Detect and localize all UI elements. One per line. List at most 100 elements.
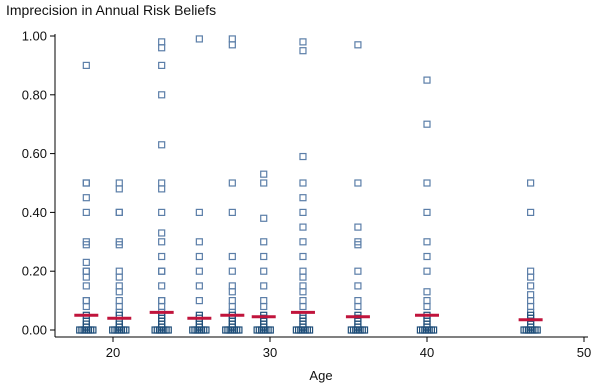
data-point [82,297,90,305]
data-point [115,297,123,305]
data-point [151,326,159,334]
data-point [299,208,307,216]
data-point [115,273,123,281]
data-point [299,297,307,305]
data-point [228,297,236,305]
chart-title: Imprecision in Annual Risk Beliefs [6,2,216,18]
y-tick-label: 0.60 [22,146,47,161]
data-point [360,326,369,334]
data-point [82,297,90,305]
data-point [195,297,203,305]
data-point [195,282,203,290]
data-point [109,326,117,334]
data-point [527,282,535,290]
data-point [228,288,236,296]
data-point [228,41,236,49]
data-point [202,326,210,334]
data-point [164,326,172,334]
data-point [299,47,307,55]
data-point [299,152,307,161]
data-point [527,179,535,187]
plot-area: 0.00 0.20 0.40 0.60 0.80 1.00 20 30 40 50 [22,29,592,361]
data-point [158,61,166,70]
data-point [299,38,307,46]
data-point [527,273,535,281]
data-point [158,185,166,193]
data-point [253,326,261,334]
data-point [189,326,197,334]
data-point [158,44,166,52]
data-point [260,252,268,261]
data-point [158,267,166,275]
data-point [527,291,535,299]
data-point [195,238,203,246]
data-point [158,302,166,311]
data-point [158,252,166,261]
data-point [354,241,362,249]
data-point [115,302,123,311]
data-point [423,288,431,296]
data-point [228,252,236,261]
data-point [222,326,230,334]
data-point [305,326,314,334]
y-tick-label: 0.40 [22,205,47,220]
mean-markers [74,310,543,322]
x-tick-label: 30 [263,345,277,360]
data-point [228,208,236,216]
data-point [527,302,535,311]
data-point [423,76,431,84]
data-point [158,91,166,99]
data-point [158,179,166,187]
data-point [354,179,362,187]
data-point [354,267,362,275]
data-point [82,241,90,249]
data-point [260,214,268,222]
data-point [82,273,90,281]
data-point [423,208,431,216]
data-point [82,302,90,311]
data-point [292,326,300,334]
data-point [299,302,307,311]
data-point [228,35,236,43]
data-point [354,41,362,49]
data-point [82,61,90,70]
data-point [115,282,123,290]
data-point [82,194,90,202]
data-point [82,267,90,275]
data-point [195,267,203,275]
data-point [82,258,90,266]
data-point [260,170,268,178]
y-tick-label: 0.80 [22,87,47,102]
x-axis-ticks: 20 30 40 50 [106,337,591,360]
data-point [430,326,438,334]
data-point [299,273,307,281]
data-point [299,179,307,187]
data-point [260,297,268,305]
data-point [260,238,268,246]
data-point [527,208,535,216]
data-point [195,35,203,43]
data-point [115,208,123,216]
y-tick-label: 1.00 [22,29,47,44]
data-point [195,208,203,216]
data-point [416,326,424,334]
data-point [228,179,236,187]
data-point [82,282,90,290]
data-point [115,185,123,193]
data-point [195,252,203,261]
data-point [423,252,431,261]
data-point [266,326,274,334]
data-point [299,282,307,290]
data-point [299,288,307,296]
data-point [527,267,535,275]
data-point [260,179,268,187]
y-axis-ticks: 0.00 0.20 0.40 0.60 0.80 1.00 [22,29,55,338]
data-point [423,297,431,305]
data-point [354,282,362,290]
data-point [423,302,431,311]
data-point [82,267,90,275]
data-point [89,326,97,334]
x-tick-label: 50 [577,345,591,360]
data-point [76,326,84,334]
data-point [347,326,355,334]
